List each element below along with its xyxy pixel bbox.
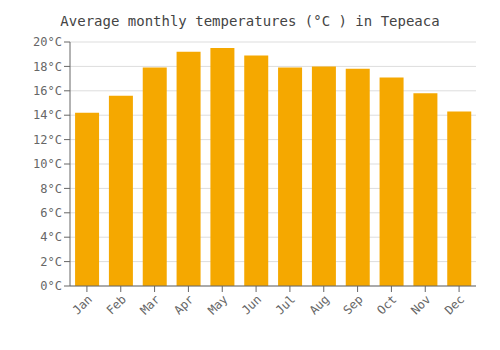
svg-text:4°C: 4°C <box>40 230 62 244</box>
svg-text:Dec: Dec <box>442 292 467 317</box>
svg-text:Aug: Aug <box>307 292 332 317</box>
svg-text:Feb: Feb <box>104 292 129 317</box>
svg-text:2°C: 2°C <box>40 255 62 269</box>
svg-text:Jul: Jul <box>273 292 298 317</box>
svg-text:Jan: Jan <box>70 292 95 317</box>
svg-text:18°C: 18°C <box>33 60 62 74</box>
svg-text:6°C: 6°C <box>40 206 62 220</box>
svg-text:20°C: 20°C <box>33 35 62 49</box>
svg-text:Jun: Jun <box>239 292 264 317</box>
svg-text:Mar: Mar <box>137 292 162 317</box>
svg-text:10°C: 10°C <box>33 157 62 171</box>
svg-text:Apr: Apr <box>171 292 196 317</box>
svg-text:12°C: 12°C <box>33 133 62 147</box>
html-text:Average monthly temperatures (: Average monthly temperatures (°C ) in Te… <box>60 13 440 29</box>
svg-text:16°C: 16°C <box>33 84 62 98</box>
svg-text:May: May <box>205 292 230 317</box>
svg-text:0°C: 0°C <box>40 279 62 293</box>
svg-text:14°C: 14°C <box>33 108 62 122</box>
svg-text:Sep: Sep <box>340 292 365 317</box>
svg-text:Nov: Nov <box>408 292 433 317</box>
svg-text:8°C: 8°C <box>40 182 62 196</box>
svg-text:Oct: Oct <box>374 292 399 317</box>
